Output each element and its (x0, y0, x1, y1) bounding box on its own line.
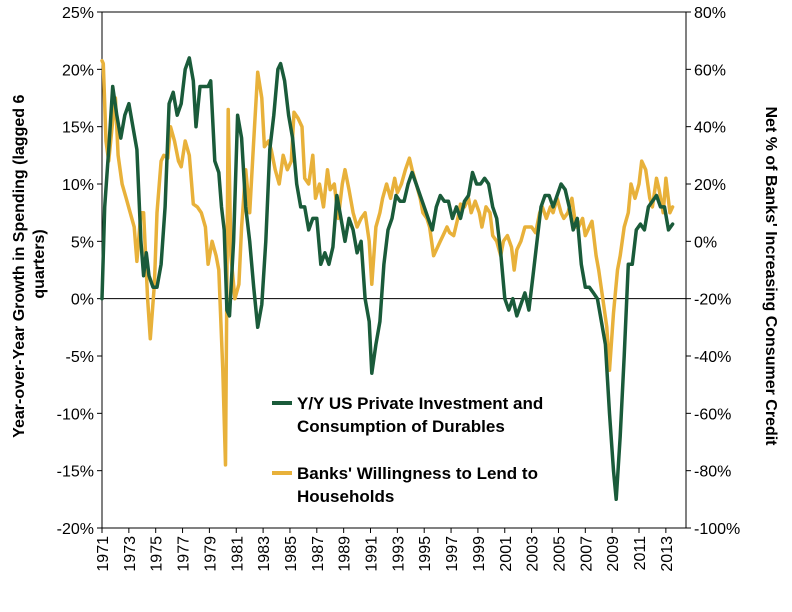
x-axis: 1971 1973 1975 1977 1979 1981 1983 1985 1987 1989… (95, 528, 676, 572)
x-tick-label: 2001 (498, 536, 515, 572)
y-right-tick-label: -60% (694, 406, 731, 423)
x-tick-label: 1991 (364, 536, 381, 572)
x-tick-label: 1993 (390, 536, 407, 572)
x-tick-label: 2003 (525, 536, 542, 572)
series-line-spending (100, 56, 675, 502)
legend-label-spending-line-1: Y/Y US Private Investment and (297, 394, 543, 413)
y-right-tick-label: 80% (694, 5, 726, 22)
y-axis-left-title: Year-over-Year Growth in Spending (lagge… (11, 90, 48, 438)
x-tick-label: 2009 (605, 536, 622, 572)
x-tick-label: 2013 (659, 536, 676, 572)
y-right-tick-label: -20% (694, 292, 731, 309)
legend-label-banks: Banks' Willingness to Lend to Households (297, 464, 543, 506)
y-axis-left-title-line-1: Year-over-Year Growth in Spending (lagge… (11, 95, 28, 438)
y-left-tick-label: 25% (62, 5, 94, 22)
y-right-tick-label: -40% (694, 349, 731, 366)
y-left-tick-label: 5% (71, 234, 94, 251)
legend-label-spending: Y/Y US Private Investment and Consumptio… (297, 394, 548, 436)
y-right-tick-label: 0% (694, 234, 717, 251)
legend-label-banks-line-2: Households (297, 487, 394, 506)
y-axis-left: -20% -15% -10% -5% 0% 5% 10% 15% 20% 25% (57, 5, 102, 538)
x-tick-label: 1979 (202, 536, 219, 572)
x-tick-label: 1999 (471, 536, 488, 572)
legend-label-spending-line-2: Consumption of Durables (297, 417, 505, 436)
y-axis-right: -100% -80% -60% -40% -20% 0% 20% 40% 60% 80% (686, 5, 740, 538)
x-tick-label: 1981 (229, 536, 246, 572)
y-right-tick-label: -100% (694, 521, 740, 538)
x-tick-label: 1985 (283, 536, 300, 572)
y-left-tick-label: -15% (57, 464, 94, 481)
y-left-tick-label: 10% (62, 177, 94, 194)
legend-label-banks-line-1: Banks' Willingness to Lend to (297, 464, 538, 483)
y-left-tick-label: -5% (66, 349, 94, 366)
y-left-tick-label: 15% (62, 120, 94, 137)
x-tick-label: 2011 (632, 536, 649, 571)
y-left-tick-label: -10% (57, 406, 94, 423)
legend: Y/Y US Private Investment and Consumptio… (272, 394, 548, 506)
x-tick-label: 1973 (122, 536, 139, 572)
y-left-tick-label: 0% (71, 292, 94, 309)
y-right-tick-label: 20% (694, 177, 726, 194)
x-tick-label: 1983 (256, 536, 273, 572)
y-left-tick-label: -20% (57, 521, 94, 538)
plot-frame (101, 11, 687, 529)
x-tick-label: 1977 (176, 536, 193, 572)
x-tick-label: 1975 (149, 536, 166, 572)
x-tick-label: 1989 (337, 536, 354, 572)
x-tick-label: 1995 (417, 536, 434, 572)
y-right-tick-label: 40% (694, 120, 726, 137)
y-axis-left-title-line-2: quarters) (31, 229, 48, 298)
series-layer (100, 56, 675, 502)
x-tick-label: 2005 (551, 536, 568, 572)
y-right-tick-label: -80% (694, 464, 731, 481)
y-left-tick-label: 20% (62, 62, 94, 79)
x-tick-label: 1971 (95, 536, 112, 572)
y-right-tick-label: 60% (694, 62, 726, 79)
y-axis-right-title: Net % of Banks' Increasing Consumer Cred… (762, 107, 779, 447)
x-tick-label: 2007 (578, 536, 595, 572)
x-tick-label: 1997 (444, 536, 461, 572)
x-tick-label: 1987 (310, 536, 327, 572)
